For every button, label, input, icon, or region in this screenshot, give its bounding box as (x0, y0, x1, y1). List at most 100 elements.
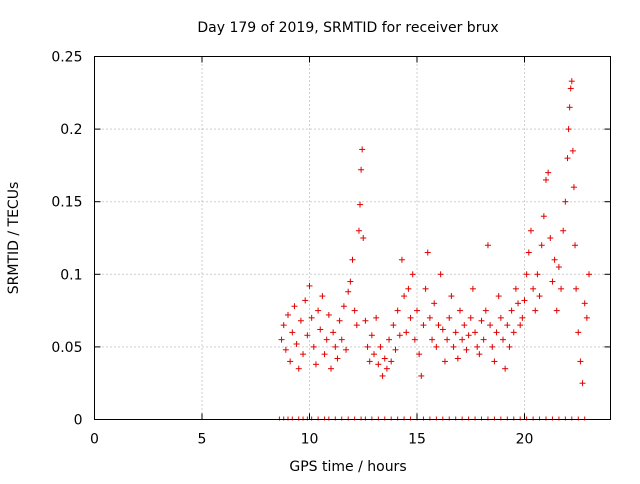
data-point (487, 322, 494, 329)
data-point (330, 329, 337, 336)
data-point (497, 314, 504, 321)
data-point (371, 351, 377, 358)
data-point (394, 307, 401, 314)
data-point (467, 314, 474, 321)
data-point (553, 307, 560, 314)
data-point (568, 78, 575, 85)
data-point (555, 264, 562, 271)
y-tick-label: 0.1 (60, 267, 82, 283)
data-point (295, 365, 302, 372)
data-point (452, 329, 459, 336)
data-point (388, 358, 395, 365)
data-point (418, 372, 425, 379)
data-point (551, 256, 558, 263)
data-point (401, 293, 408, 300)
data-point (573, 285, 580, 292)
data-point (377, 343, 384, 350)
data-point (411, 336, 418, 343)
data-point (549, 278, 556, 285)
data-point (454, 355, 461, 362)
data-point (538, 242, 545, 249)
data-point (435, 322, 442, 329)
data-point (343, 346, 350, 353)
plot-frame (94, 56, 611, 420)
data-point (381, 355, 388, 362)
data-point (351, 307, 358, 314)
data-point (515, 300, 522, 307)
data-point (287, 358, 294, 365)
x-axis-label: GPS time / hours (289, 459, 406, 475)
data-point (465, 332, 472, 339)
data-point (278, 336, 285, 343)
data-point (358, 166, 365, 173)
data-point (336, 317, 343, 324)
data-point (422, 285, 429, 292)
data-point (472, 329, 479, 336)
data-point (433, 343, 440, 350)
data-point (482, 307, 489, 314)
data-point (450, 343, 457, 350)
data-point (579, 380, 586, 387)
data-point (565, 126, 572, 133)
data-point (461, 322, 468, 329)
data-point (532, 307, 539, 314)
data-point (489, 343, 496, 350)
data-point (332, 343, 339, 350)
data-point (493, 329, 500, 336)
data-point (469, 285, 476, 292)
data-point (293, 340, 300, 347)
data-point (431, 300, 438, 307)
data-point (564, 155, 571, 162)
data-point (502, 365, 509, 372)
data-point (306, 282, 313, 289)
data-point (349, 256, 356, 263)
data-point (562, 198, 569, 205)
data-point (317, 326, 324, 333)
data-point (446, 314, 453, 321)
data-points (278, 78, 592, 387)
data-point (368, 332, 375, 339)
data-point (569, 147, 576, 154)
data-point (345, 288, 352, 295)
data-point (390, 322, 397, 329)
data-point (500, 336, 506, 343)
data-point (328, 365, 334, 372)
data-point (362, 317, 369, 324)
data-point (396, 332, 403, 339)
data-point (512, 285, 519, 292)
data-point (457, 307, 463, 314)
data-point (353, 322, 360, 329)
data-point (300, 351, 307, 358)
data-point (319, 293, 326, 300)
data-point (338, 336, 345, 343)
data-point (480, 336, 487, 343)
data-point (291, 303, 298, 310)
data-point (570, 184, 577, 191)
data-point (536, 293, 543, 300)
grid (94, 56, 611, 420)
data-point (558, 285, 565, 292)
data-point (478, 317, 485, 324)
data-point (302, 297, 309, 304)
data-point (577, 358, 584, 365)
data-point (383, 365, 390, 372)
y-axis-label: SRMTID / TECUs (6, 182, 22, 295)
data-point (581, 300, 588, 307)
data-point (506, 343, 513, 350)
data-point (280, 322, 287, 329)
data-point (566, 104, 573, 111)
data-point (325, 311, 332, 318)
data-point (403, 329, 410, 336)
data-point (321, 351, 328, 358)
data-point (521, 297, 528, 304)
chart-title: Day 179 of 2019, SRMTID for receiver bru… (197, 20, 498, 36)
data-point (323, 336, 330, 343)
data-point (575, 329, 582, 336)
data-point (463, 346, 470, 353)
data-point (364, 343, 371, 350)
data-point (289, 329, 296, 336)
data-point (474, 343, 481, 350)
x-tick-label: 20 (516, 432, 534, 448)
data-point (379, 372, 386, 379)
